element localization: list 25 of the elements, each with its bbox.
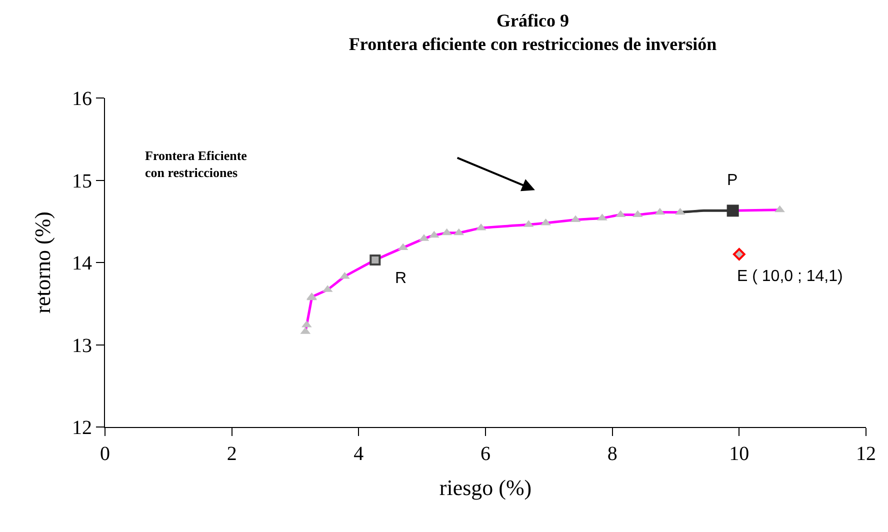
y-tick-label: 12 bbox=[72, 417, 92, 439]
chart-title: Gráfico 9 Frontera eficiente con restricciones de inversión bbox=[348, 10, 717, 54]
x-tick-label: 0 bbox=[100, 443, 110, 465]
y-tick-label: 15 bbox=[72, 170, 92, 192]
annotation: P bbox=[727, 172, 738, 189]
point bbox=[726, 204, 739, 217]
y-tick-label: 13 bbox=[72, 334, 92, 357]
x-tick-label: 10 bbox=[729, 443, 750, 465]
x-tick-label: 4 bbox=[354, 443, 364, 465]
point bbox=[370, 254, 381, 266]
y-tick-label: 14 bbox=[72, 252, 92, 274]
point bbox=[340, 272, 350, 279]
annotation: R bbox=[395, 270, 407, 287]
point bbox=[732, 248, 746, 260]
point bbox=[632, 210, 643, 218]
x-tick-label: 2 bbox=[226, 443, 237, 465]
annotation: Frontera Eficiente con restricciones bbox=[145, 148, 248, 180]
y-axis-title: retorno (%) bbox=[30, 211, 55, 314]
point bbox=[774, 205, 785, 212]
x-tick-label: 8 bbox=[607, 443, 618, 465]
x-tick-label: 12 bbox=[856, 443, 876, 465]
y-tick-label: 16 bbox=[72, 88, 92, 110]
x-tick-label: 6 bbox=[480, 443, 490, 465]
x-axis-title: riesgo (%) bbox=[439, 474, 532, 500]
annotation: E ( 10,0 ; 14,1) bbox=[737, 268, 843, 285]
